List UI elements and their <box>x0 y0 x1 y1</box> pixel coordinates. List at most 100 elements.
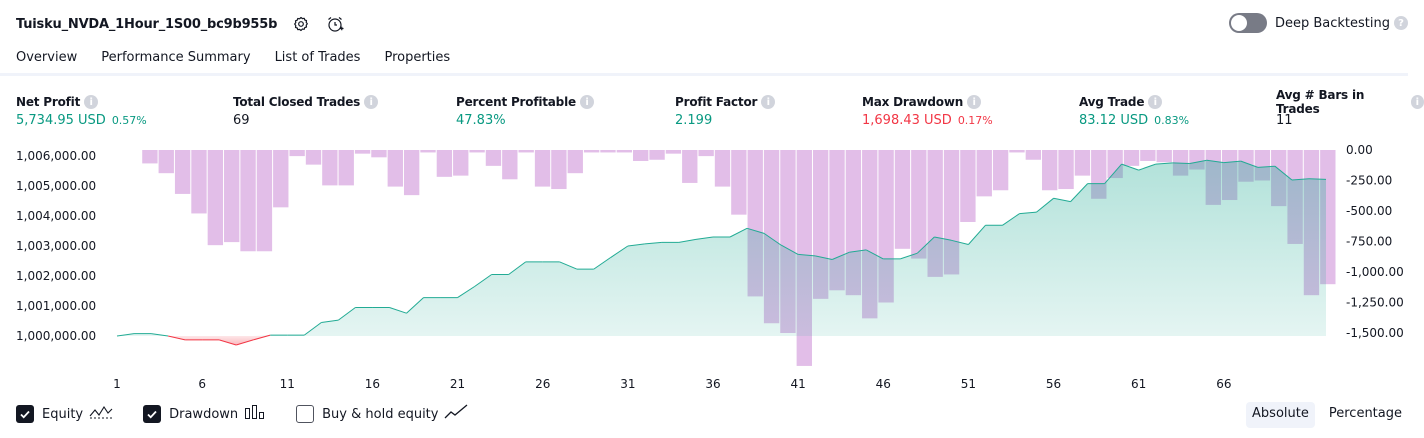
left-axis-tick: 1,004,000.00 <box>16 209 96 223</box>
metric-value: 83.12 USD <box>1079 113 1149 128</box>
info-icon[interactable]: i <box>364 95 379 109</box>
info-icon[interactable]: i <box>579 95 594 109</box>
equity-line-segment <box>695 236 714 240</box>
info-icon[interactable]: i <box>84 95 99 109</box>
drawdown-bar <box>1025 150 1042 160</box>
legend-buy-hold[interactable]: Buy & hold equity <box>296 404 468 425</box>
deep-backtesting-toggle[interactable] <box>1228 13 1267 33</box>
left-axis-tick: 1,002,000.00 <box>16 269 96 283</box>
tab-properties[interactable]: Properties <box>384 50 451 65</box>
equity-line-segment <box>610 245 629 258</box>
gear-icon[interactable] <box>291 14 311 34</box>
drawdown-bar <box>649 150 665 160</box>
equity-line-segment <box>780 244 799 255</box>
equity-line-segment <box>1002 213 1020 226</box>
equity-line-segment <box>746 227 765 234</box>
info-icon[interactable]: i <box>1148 95 1163 109</box>
equity-line-segment <box>1257 165 1275 168</box>
equity-line-segment <box>457 286 475 299</box>
equity-line-segment <box>1291 178 1310 181</box>
drawdown-bar <box>256 150 273 252</box>
equity-line-segment <box>1138 163 1156 171</box>
equity-drawdown-chart: 1,006,000.00 1,005,000.00 1,004,000.00 1,00… <box>16 143 1404 391</box>
equity-loss-area <box>117 336 1326 345</box>
drawdown-bar <box>551 150 567 190</box>
legend-drawdown[interactable]: Drawdown <box>143 404 266 425</box>
tab-list-of-trades[interactable]: List of Trades <box>274 50 361 65</box>
drawdown-bars-icon <box>244 404 266 425</box>
equity-line-segment <box>1053 197 1071 203</box>
equity-line-segment <box>815 255 833 260</box>
metric-sub: 0.83% <box>1154 114 1190 127</box>
equity-line-segment <box>236 339 254 346</box>
drawdown-bar <box>436 150 453 177</box>
metric-value: 5,734.95 USD <box>16 113 106 128</box>
drawdown-bar <box>453 150 469 176</box>
drawdown-bar <box>1140 150 1156 161</box>
drawdown-bar <box>273 150 289 208</box>
drawdown-bar <box>829 150 845 291</box>
drawdown-bar <box>1058 150 1074 190</box>
left-axis-tick: 1,003,000.00 <box>16 239 96 253</box>
scale-mode-switch: Absolute Percentage <box>1238 402 1408 428</box>
info-icon[interactable]: i <box>967 95 982 109</box>
equity-line-segment <box>508 261 526 275</box>
legend-equity[interactable]: Equity <box>16 404 113 425</box>
alarm-add-icon[interactable] <box>325 14 345 34</box>
x-axis-tick: 6 <box>198 377 206 391</box>
equity-line-segment <box>644 241 662 245</box>
drawdown-bar <box>174 150 191 194</box>
equity-line-segment <box>916 236 935 254</box>
equity-line-segment <box>116 333 135 337</box>
left-axis-tick: 1,006,000.00 <box>16 149 96 163</box>
absolute-button[interactable]: Absolute <box>1246 402 1315 428</box>
metric-value: 1,698.43 USD <box>862 113 952 128</box>
drawdown-bar <box>207 150 224 246</box>
metric-profit-factor: Profit Factor i 2.199 <box>675 94 776 129</box>
equity-line-segment <box>968 224 986 245</box>
equity-line-segment <box>627 243 645 247</box>
metric-max-drawdown: Max Drawdown i 1,698.43 USD 0.17% <box>862 94 993 129</box>
drawdown-bar <box>665 150 682 154</box>
drawdown-bar <box>600 150 616 153</box>
deep-backtesting: Deep Backtesting ? <box>1228 13 1408 33</box>
drawdown-bar <box>992 150 1009 191</box>
drawdown-bar <box>469 150 485 153</box>
equity-line-segment <box>1070 183 1088 202</box>
equity-line-segment <box>321 319 339 323</box>
equity-line-segment <box>678 238 697 243</box>
equity-line-segment <box>729 227 748 238</box>
toggle-knob <box>1230 15 1247 31</box>
checkbox-drawdown[interactable] <box>143 405 162 423</box>
drawdown-bar <box>976 150 992 197</box>
drawdown-bar <box>420 150 436 153</box>
metric-label: Avg Trade <box>1079 95 1145 109</box>
drawdown-bar <box>1156 150 1172 163</box>
metric-net-profit: Net Profit i 5,734.95 USD 0.57% <box>16 94 147 129</box>
percentage-button[interactable]: Percentage <box>1328 406 1402 421</box>
equity-area <box>117 160 1326 336</box>
x-axis-tick: 11 <box>280 377 295 391</box>
metric-sub: 0.17% <box>957 114 993 127</box>
info-icon[interactable]: i <box>761 95 776 109</box>
equity-line-segment <box>1274 165 1293 181</box>
checkbox-equity[interactable] <box>16 405 34 423</box>
info-icon[interactable]: i <box>1410 95 1424 109</box>
tab-overview[interactable]: Overview <box>16 46 78 76</box>
metric-sub: 0.57% <box>111 114 147 127</box>
equity-line-segment <box>1121 163 1139 171</box>
metric-label: Profit Factor <box>675 95 758 109</box>
checkbox-buy-hold[interactable] <box>296 405 315 423</box>
help-icon[interactable]: ? <box>1394 16 1408 30</box>
left-axis-tick: 1,005,000.00 <box>16 179 96 193</box>
equity-line-segment <box>1019 211 1037 215</box>
drawdown-bar <box>240 150 256 252</box>
drawdown-bar <box>502 150 518 180</box>
equity-line-segment <box>900 252 918 260</box>
legend-label: Buy & hold equity <box>322 406 439 422</box>
drawdown-bar <box>371 150 387 158</box>
buy-hold-line-icon <box>444 404 468 425</box>
metric-avg-trade: Avg Trade i 83.12 USD 0.83% <box>1079 94 1189 129</box>
x-axis-tick: 51 <box>961 377 976 391</box>
tab-performance-summary[interactable]: Performance Summary <box>101 50 251 65</box>
